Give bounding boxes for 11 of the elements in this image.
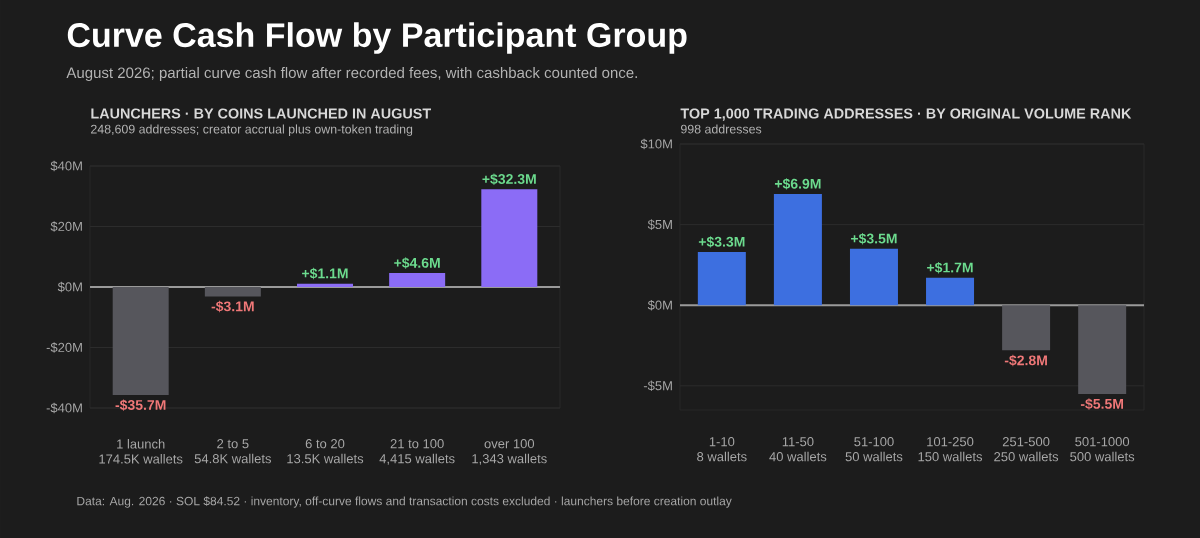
- bar: [773, 193, 822, 306]
- bar: [204, 287, 261, 297]
- bar: [112, 287, 169, 395]
- bar: [1078, 305, 1127, 394]
- bar: [926, 277, 975, 306]
- bar: [1002, 305, 1051, 351]
- bar: [481, 189, 538, 287]
- text: Curve Cash Flow by Participant Group: [67, 22, 687, 54]
- bar: [849, 248, 898, 306]
- bar: [697, 252, 746, 306]
- bar: [389, 273, 446, 287]
